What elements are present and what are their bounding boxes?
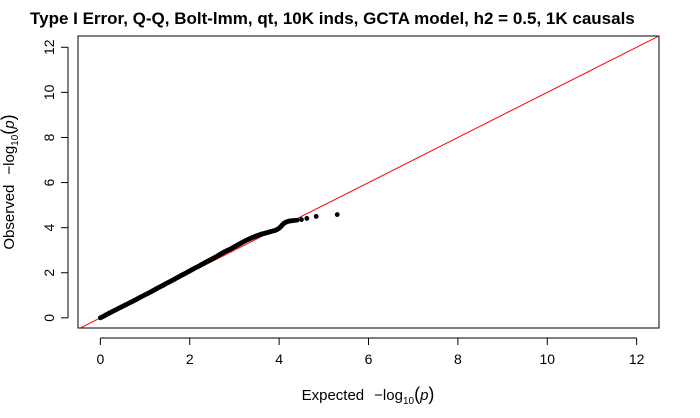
y-axis-label-log: log <box>1 146 18 166</box>
y-axis-label: Observed −log10(p) <box>0 114 21 249</box>
x-tick-label: 10 <box>539 351 555 367</box>
y-tick-label: 8 <box>41 133 57 141</box>
chart-title: Type I Error, Q-Q, Bolt-lmm, qt, 10K ind… <box>30 9 635 28</box>
y-axis-label-p: p <box>1 120 18 129</box>
y-tick-label: 0 <box>41 314 57 322</box>
data-point <box>299 217 304 222</box>
x-axis-label-sub: 10 <box>403 396 415 407</box>
x-axis-label-prefix: Expected <box>302 387 365 404</box>
x-tick-label: 0 <box>96 351 104 367</box>
data-points <box>97 212 340 321</box>
y-tick-label: 4 <box>41 224 57 232</box>
y-axis-label-open: ( <box>0 129 18 135</box>
y-tick-label: 12 <box>41 39 57 55</box>
data-point <box>294 217 300 223</box>
x-axis-label-open: ( <box>414 384 420 404</box>
x-tick-label: 8 <box>454 351 462 367</box>
x-axis-label-p: p <box>419 387 428 404</box>
x-axis-label-neg: − <box>374 387 383 404</box>
data-point <box>334 212 340 217</box>
x-axis-label: Expected −log10(p) <box>302 384 435 407</box>
y-tick-label: 6 <box>41 178 57 186</box>
x-tick-label: 2 <box>186 351 194 367</box>
x-axis-label-close: ) <box>428 384 434 404</box>
x-axis-label-log: log <box>383 387 403 404</box>
data-point <box>304 216 310 221</box>
x-tick-label: 12 <box>629 351 645 367</box>
x-tick-label: 4 <box>275 351 283 367</box>
y-tick-label: 10 <box>41 84 57 100</box>
data-point <box>313 213 319 219</box>
y-axis-label-prefix: Observed <box>1 185 18 250</box>
y-axis-label-close: ) <box>0 114 18 120</box>
y-axis-label-neg: − <box>1 166 18 175</box>
y-axis-label-sub: 10 <box>10 134 21 146</box>
x-tick-label: 6 <box>365 351 373 367</box>
y-tick-label: 2 <box>41 269 57 277</box>
x-axis: 0 2 4 6 8 10 12 <box>96 337 645 367</box>
y-axis: 0 2 4 6 8 10 12 <box>41 39 69 322</box>
plot-area <box>79 36 659 328</box>
plot-frame <box>77 35 660 329</box>
